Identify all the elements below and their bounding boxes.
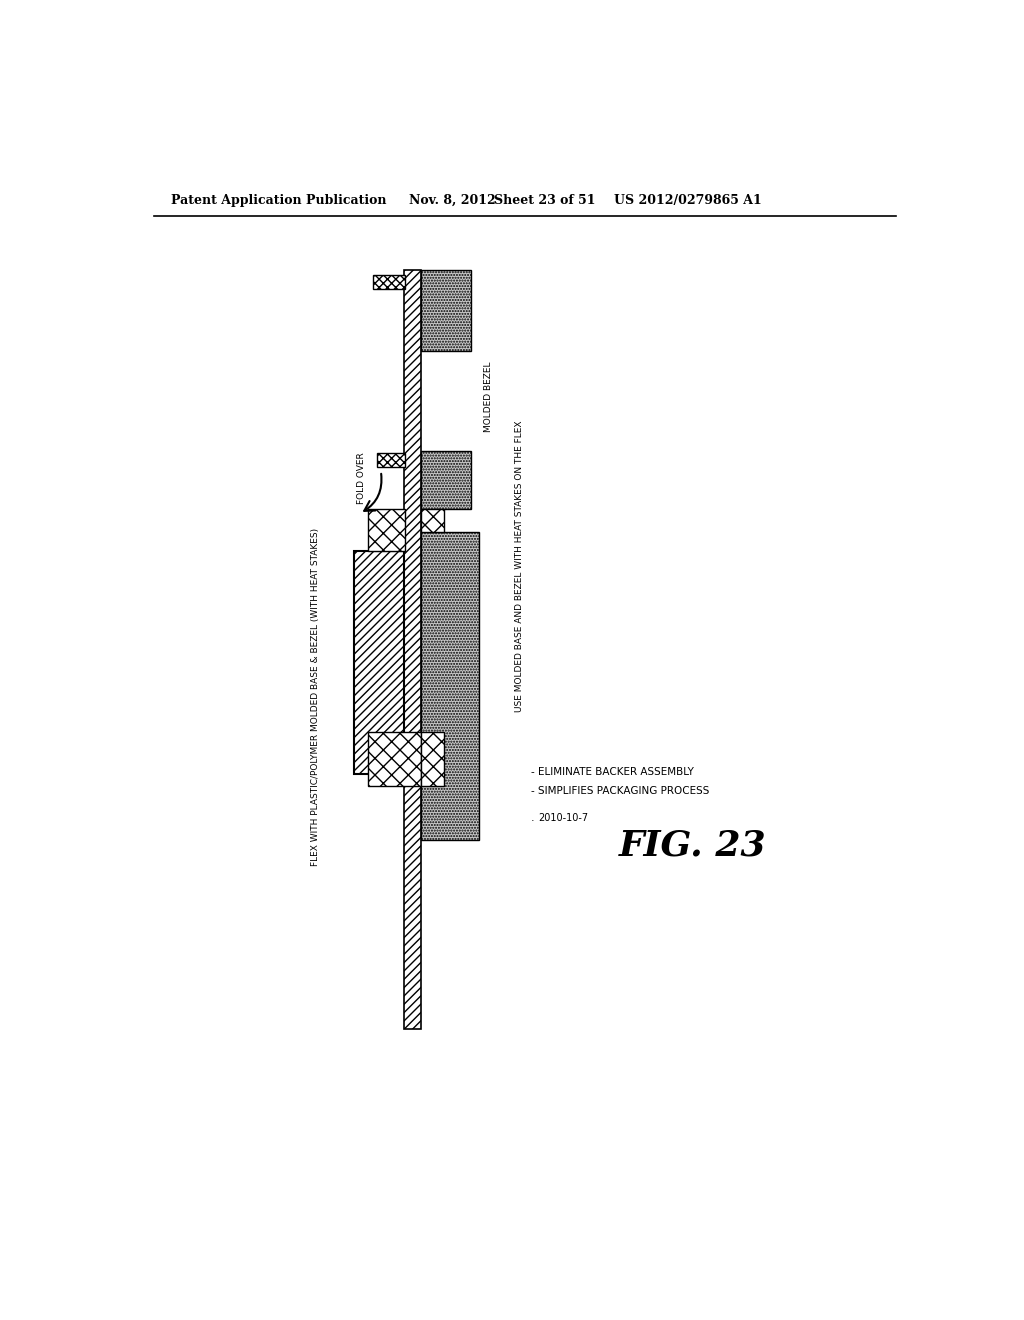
Text: Nov. 8, 2012: Nov. 8, 2012 — [410, 194, 496, 207]
Bar — [421, 532, 478, 840]
Bar — [369, 733, 421, 785]
Text: FIG. 23: FIG. 23 — [618, 829, 767, 862]
Bar — [421, 451, 471, 508]
Bar — [377, 453, 406, 467]
Text: .: . — [531, 813, 535, 822]
Bar — [373, 276, 406, 289]
Text: MOLDED BEZEL: MOLDED BEZEL — [484, 362, 494, 433]
Text: Patent Application Publication: Patent Application Publication — [171, 194, 386, 207]
Text: SENSOR: SENSOR — [375, 644, 383, 681]
Text: US 2012/0279865 A1: US 2012/0279865 A1 — [614, 194, 762, 207]
Text: 2010-10-7: 2010-10-7 — [539, 813, 589, 822]
Text: - SIMPLIFIES PACKAGING PROCESS: - SIMPLIFIES PACKAGING PROCESS — [531, 785, 710, 796]
Text: FOLD OVER: FOLD OVER — [357, 451, 367, 504]
Text: FLEX WITH PLASTIC/POLYMER MOLDED BASE & BEZEL (WITH HEAT STAKES): FLEX WITH PLASTIC/POLYMER MOLDED BASE & … — [311, 528, 319, 866]
Bar — [354, 552, 403, 775]
Text: MOLDED BASE: MOLDED BASE — [445, 653, 455, 718]
Text: Sheet 23 of 51: Sheet 23 of 51 — [494, 194, 596, 207]
Text: - ELIMINATE BACKER ASSEMBLY: - ELIMINATE BACKER ASSEMBLY — [531, 767, 694, 776]
Bar — [421, 508, 444, 532]
Bar — [369, 508, 406, 552]
Text: USE MOLDED BASE AND BEZEL WITH HEAT STAKES ON THE FLEX: USE MOLDED BASE AND BEZEL WITH HEAT STAK… — [515, 421, 524, 713]
Bar — [421, 733, 444, 785]
Bar — [403, 271, 421, 1028]
FancyArrowPatch shape — [365, 474, 382, 511]
Bar — [421, 271, 471, 351]
